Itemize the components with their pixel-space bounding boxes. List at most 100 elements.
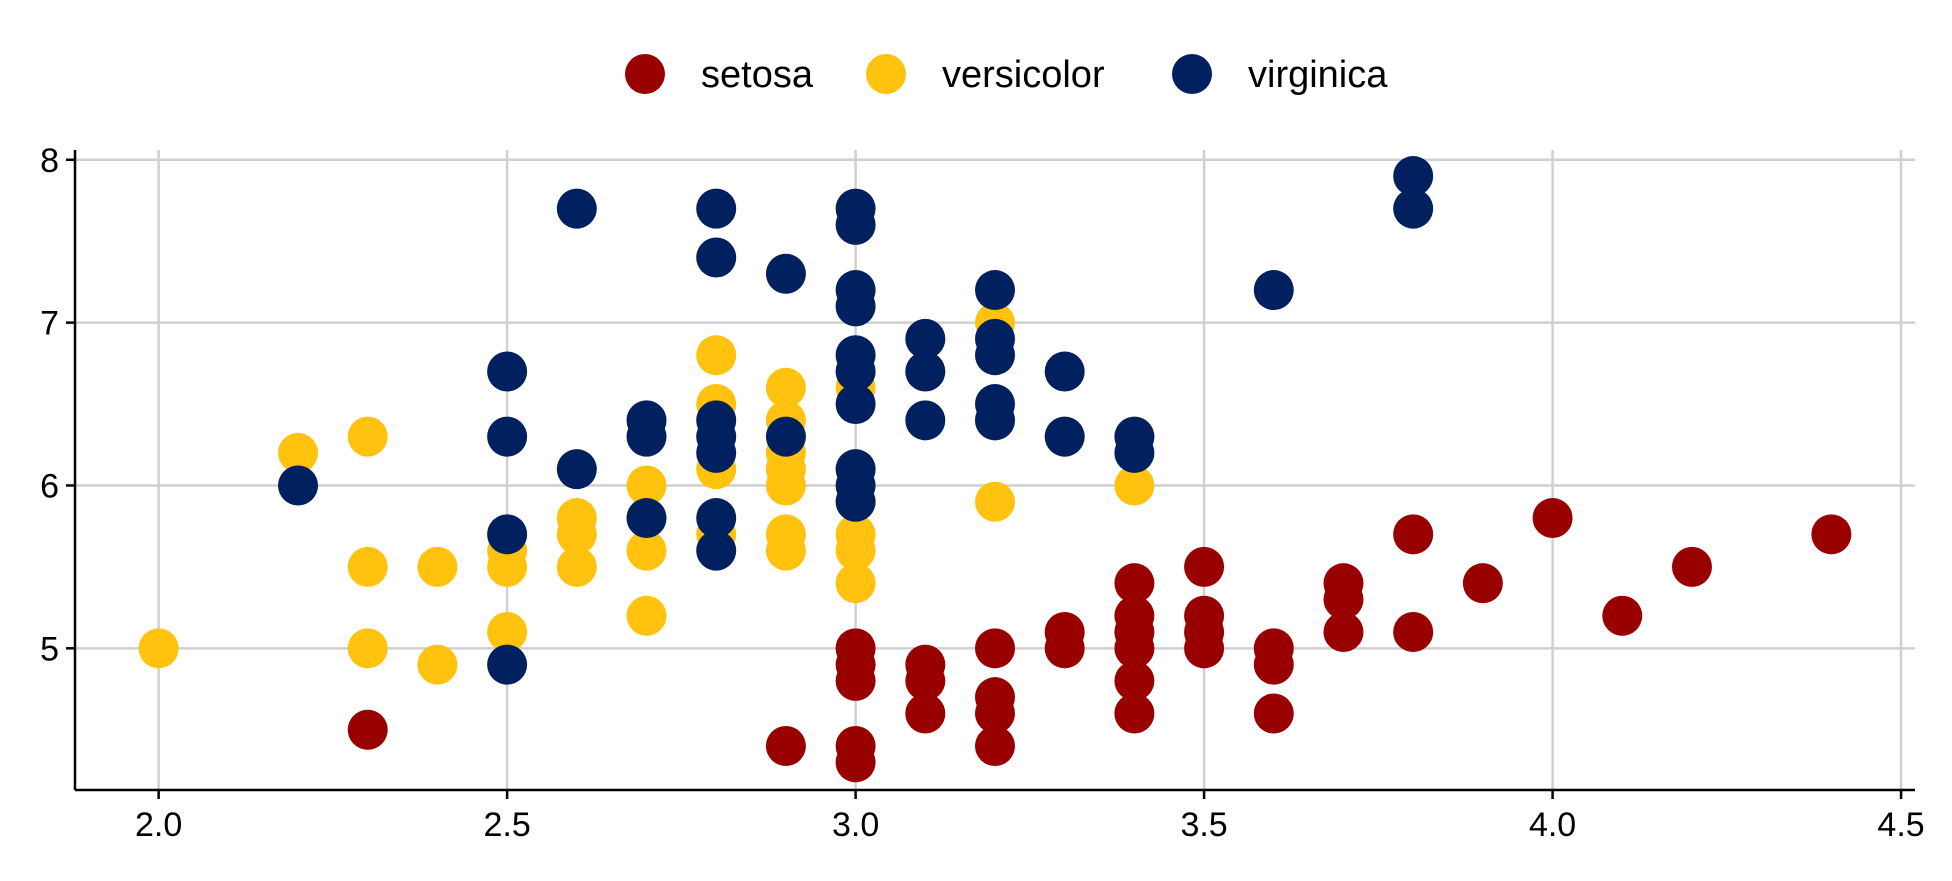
data-point-virginica bbox=[696, 400, 737, 441]
data-point-virginica bbox=[696, 530, 737, 571]
data-point-setosa bbox=[1811, 514, 1852, 555]
data-point-virginica bbox=[487, 514, 528, 555]
data-point-virginica bbox=[975, 318, 1015, 359]
data-point-versicolor bbox=[765, 514, 806, 555]
data-point-virginica bbox=[1253, 270, 1294, 311]
data-point-virginica bbox=[905, 351, 946, 392]
x-tick-label: 4.5 bbox=[1877, 806, 1924, 844]
data-point-versicolor bbox=[417, 546, 458, 587]
y-tick-label: 6 bbox=[40, 467, 59, 505]
data-point-versicolor bbox=[975, 481, 1015, 522]
data-point-versicolor bbox=[626, 465, 667, 506]
data-point-setosa bbox=[905, 644, 946, 685]
data-point-virginica bbox=[696, 498, 737, 539]
data-point-setosa bbox=[1184, 595, 1225, 636]
data-point-versicolor bbox=[487, 612, 528, 653]
data-point-versicolor bbox=[835, 563, 876, 604]
data-point-virginica bbox=[556, 449, 597, 490]
data-point-virginica bbox=[975, 270, 1015, 311]
data-point-virginica bbox=[1044, 351, 1085, 392]
data-point-versicolor bbox=[696, 335, 737, 376]
series-setosa bbox=[347, 498, 1852, 783]
x-tick-label: 4.0 bbox=[1529, 806, 1576, 844]
legend-swatch bbox=[1172, 54, 1212, 94]
data-point-virginica bbox=[975, 384, 1015, 425]
data-point-setosa bbox=[765, 726, 806, 767]
legend-swatch bbox=[625, 54, 665, 94]
legend-label: setosa bbox=[701, 54, 814, 96]
x-tick-label: 3.0 bbox=[832, 806, 879, 844]
data-point-versicolor bbox=[626, 595, 667, 636]
data-point-setosa bbox=[975, 726, 1015, 767]
data-point-virginica bbox=[835, 335, 876, 376]
data-point-virginica bbox=[835, 188, 876, 229]
data-point-setosa bbox=[975, 677, 1015, 718]
x-tick-label: 3.5 bbox=[1180, 806, 1227, 844]
data-point-versicolor bbox=[347, 628, 388, 669]
data-point-virginica bbox=[487, 351, 528, 392]
data-point-virginica bbox=[626, 400, 667, 441]
legend-swatch bbox=[866, 54, 906, 94]
data-point-setosa bbox=[1532, 498, 1573, 539]
data-point-setosa bbox=[835, 628, 876, 669]
data-point-virginica bbox=[835, 270, 876, 311]
data-point-virginica bbox=[1044, 416, 1085, 457]
data-point-versicolor bbox=[347, 416, 388, 457]
axes bbox=[73, 150, 1915, 792]
data-point-versicolor bbox=[765, 367, 806, 408]
data-point-versicolor bbox=[138, 628, 179, 669]
x-axis-ticks: 2.0 2.5 3.0 3.5 4.0 4.5 bbox=[135, 790, 1925, 844]
data-point-versicolor bbox=[626, 530, 667, 571]
data-point-versicolor bbox=[556, 498, 597, 539]
data-point-virginica bbox=[487, 416, 528, 457]
y-tick-label: 7 bbox=[40, 305, 59, 343]
series-virginica bbox=[278, 156, 1434, 685]
data-point-virginica bbox=[626, 498, 667, 539]
data-point-virginica bbox=[1114, 416, 1155, 457]
data-point-setosa bbox=[1253, 693, 1294, 734]
data-point-virginica bbox=[765, 253, 806, 294]
y-tick-label: 8 bbox=[40, 142, 59, 180]
data-point-setosa bbox=[1114, 660, 1155, 701]
data-point-setosa bbox=[1114, 563, 1155, 604]
legend-item-virginica: virginica bbox=[1172, 54, 1388, 96]
data-point-setosa bbox=[835, 726, 876, 767]
data-point-setosa bbox=[1602, 595, 1643, 636]
data-point-virginica bbox=[278, 465, 319, 506]
data-points bbox=[138, 156, 1852, 783]
data-point-virginica bbox=[765, 416, 806, 457]
data-point-setosa bbox=[1393, 612, 1434, 653]
data-point-setosa bbox=[1184, 546, 1225, 587]
data-point-setosa bbox=[1114, 595, 1155, 636]
data-point-virginica bbox=[1393, 188, 1434, 229]
data-point-versicolor bbox=[278, 432, 319, 473]
data-point-setosa bbox=[347, 709, 388, 750]
data-point-setosa bbox=[1462, 563, 1503, 604]
gridlines bbox=[75, 150, 1915, 790]
data-point-setosa bbox=[1323, 612, 1364, 653]
legend: setosa versicolor virginica bbox=[625, 54, 1388, 96]
data-point-versicolor bbox=[1114, 465, 1155, 506]
data-point-setosa bbox=[905, 693, 946, 734]
data-point-virginica bbox=[905, 318, 946, 359]
legend-item-setosa: setosa bbox=[625, 54, 814, 96]
legend-label: versicolor bbox=[942, 54, 1105, 96]
x-tick-label: 2.0 bbox=[135, 806, 182, 844]
y-tick-label: 5 bbox=[40, 630, 59, 668]
data-point-versicolor bbox=[347, 546, 388, 587]
data-point-setosa bbox=[1114, 693, 1155, 734]
x-tick-label: 2.5 bbox=[483, 806, 530, 844]
data-point-virginica bbox=[835, 449, 876, 490]
data-point-virginica bbox=[696, 188, 737, 229]
data-point-setosa bbox=[1044, 612, 1085, 653]
y-axis-ticks: 5 6 7 8 bbox=[40, 142, 75, 668]
data-point-virginica bbox=[487, 644, 528, 685]
data-point-virginica bbox=[905, 400, 946, 441]
data-point-virginica bbox=[696, 237, 737, 278]
data-point-setosa bbox=[1393, 514, 1434, 555]
legend-label: virginica bbox=[1248, 54, 1388, 96]
data-point-virginica bbox=[1393, 156, 1434, 197]
data-point-setosa bbox=[975, 628, 1015, 669]
